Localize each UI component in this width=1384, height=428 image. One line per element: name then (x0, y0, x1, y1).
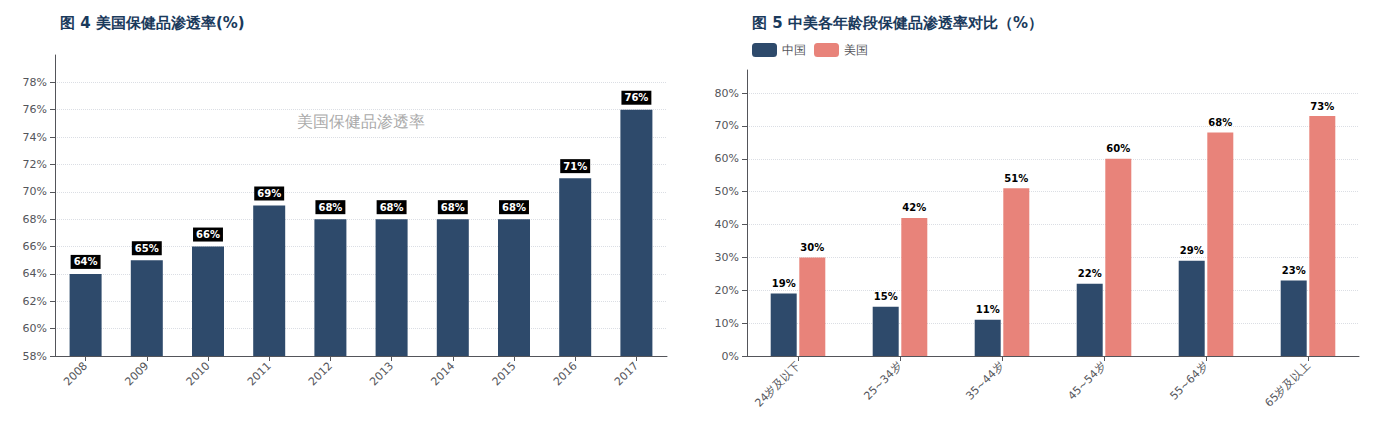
svg-text:2013: 2013 (367, 359, 396, 388)
svg-text:64%: 64% (74, 256, 98, 267)
svg-text:图 4 美国保健品渗透率(%): 图 4 美国保健品渗透率(%) (60, 14, 245, 32)
svg-text:66%: 66% (196, 229, 220, 240)
svg-text:68%: 68% (1208, 117, 1232, 128)
svg-text:2012: 2012 (306, 359, 335, 388)
svg-text:76%: 76% (23, 103, 47, 116)
svg-text:68%: 68% (502, 202, 526, 213)
svg-text:35~44岁: 35~44岁 (963, 359, 1006, 402)
svg-text:29%: 29% (1180, 245, 1204, 256)
svg-text:69%: 69% (257, 188, 281, 199)
svg-text:70%: 70% (715, 119, 739, 132)
svg-text:2016: 2016 (551, 359, 580, 388)
svg-text:2010: 2010 (184, 359, 213, 388)
svg-text:62%: 62% (23, 295, 47, 308)
svg-text:50%: 50% (715, 185, 739, 198)
svg-text:64%: 64% (23, 267, 47, 280)
svg-text:66%: 66% (23, 240, 47, 253)
svg-text:65%: 65% (135, 243, 159, 254)
svg-text:2009: 2009 (122, 359, 151, 388)
svg-text:2011: 2011 (245, 359, 274, 388)
svg-text:65岁及以上: 65岁及以上 (1262, 359, 1312, 409)
svg-text:25~34岁: 25~34岁 (861, 359, 904, 402)
svg-text:2014: 2014 (428, 359, 457, 388)
svg-text:42%: 42% (902, 202, 926, 213)
svg-text:68%: 68% (441, 202, 465, 213)
svg-text:80%: 80% (715, 87, 739, 100)
svg-text:73%: 73% (1310, 101, 1334, 112)
svg-text:68%: 68% (380, 202, 404, 213)
svg-text:55~64岁: 55~64岁 (1167, 359, 1210, 402)
svg-text:40%: 40% (715, 218, 739, 231)
svg-text:19%: 19% (772, 278, 796, 289)
svg-text:中国: 中国 (782, 43, 806, 57)
svg-text:11%: 11% (976, 304, 1000, 315)
svg-text:60%: 60% (23, 322, 47, 335)
svg-text:美国保健品渗透率: 美国保健品渗透率 (297, 112, 425, 131)
svg-text:10%: 10% (715, 317, 739, 330)
svg-text:51%: 51% (1004, 173, 1028, 184)
svg-text:2015: 2015 (490, 359, 519, 388)
svg-text:2017: 2017 (612, 359, 641, 388)
svg-text:30%: 30% (800, 242, 824, 253)
svg-text:70%: 70% (23, 185, 47, 198)
svg-text:68%: 68% (318, 202, 342, 213)
svg-text:60%: 60% (1106, 143, 1130, 154)
svg-text:76%: 76% (624, 92, 648, 103)
svg-text:58%: 58% (23, 350, 47, 363)
svg-text:45~54岁: 45~54岁 (1065, 359, 1108, 402)
svg-text:71%: 71% (563, 161, 587, 172)
svg-text:30%: 30% (715, 251, 739, 264)
svg-text:23%: 23% (1282, 265, 1306, 276)
svg-text:20%: 20% (715, 284, 739, 297)
svg-text:60%: 60% (715, 152, 739, 165)
svg-text:74%: 74% (23, 131, 47, 144)
svg-text:0%: 0% (722, 350, 739, 363)
svg-text:78%: 78% (23, 76, 47, 89)
svg-text:2008: 2008 (61, 359, 90, 388)
svg-text:图 5 中美各年龄段保健品渗透率对比（%）: 图 5 中美各年龄段保健品渗透率对比（%） (752, 14, 1043, 32)
svg-text:美国: 美国 (844, 43, 868, 57)
svg-text:68%: 68% (23, 213, 47, 226)
svg-text:24岁及以下: 24岁及以下 (752, 359, 802, 409)
svg-text:22%: 22% (1078, 268, 1102, 279)
svg-text:72%: 72% (23, 158, 47, 171)
svg-text:15%: 15% (874, 291, 898, 302)
